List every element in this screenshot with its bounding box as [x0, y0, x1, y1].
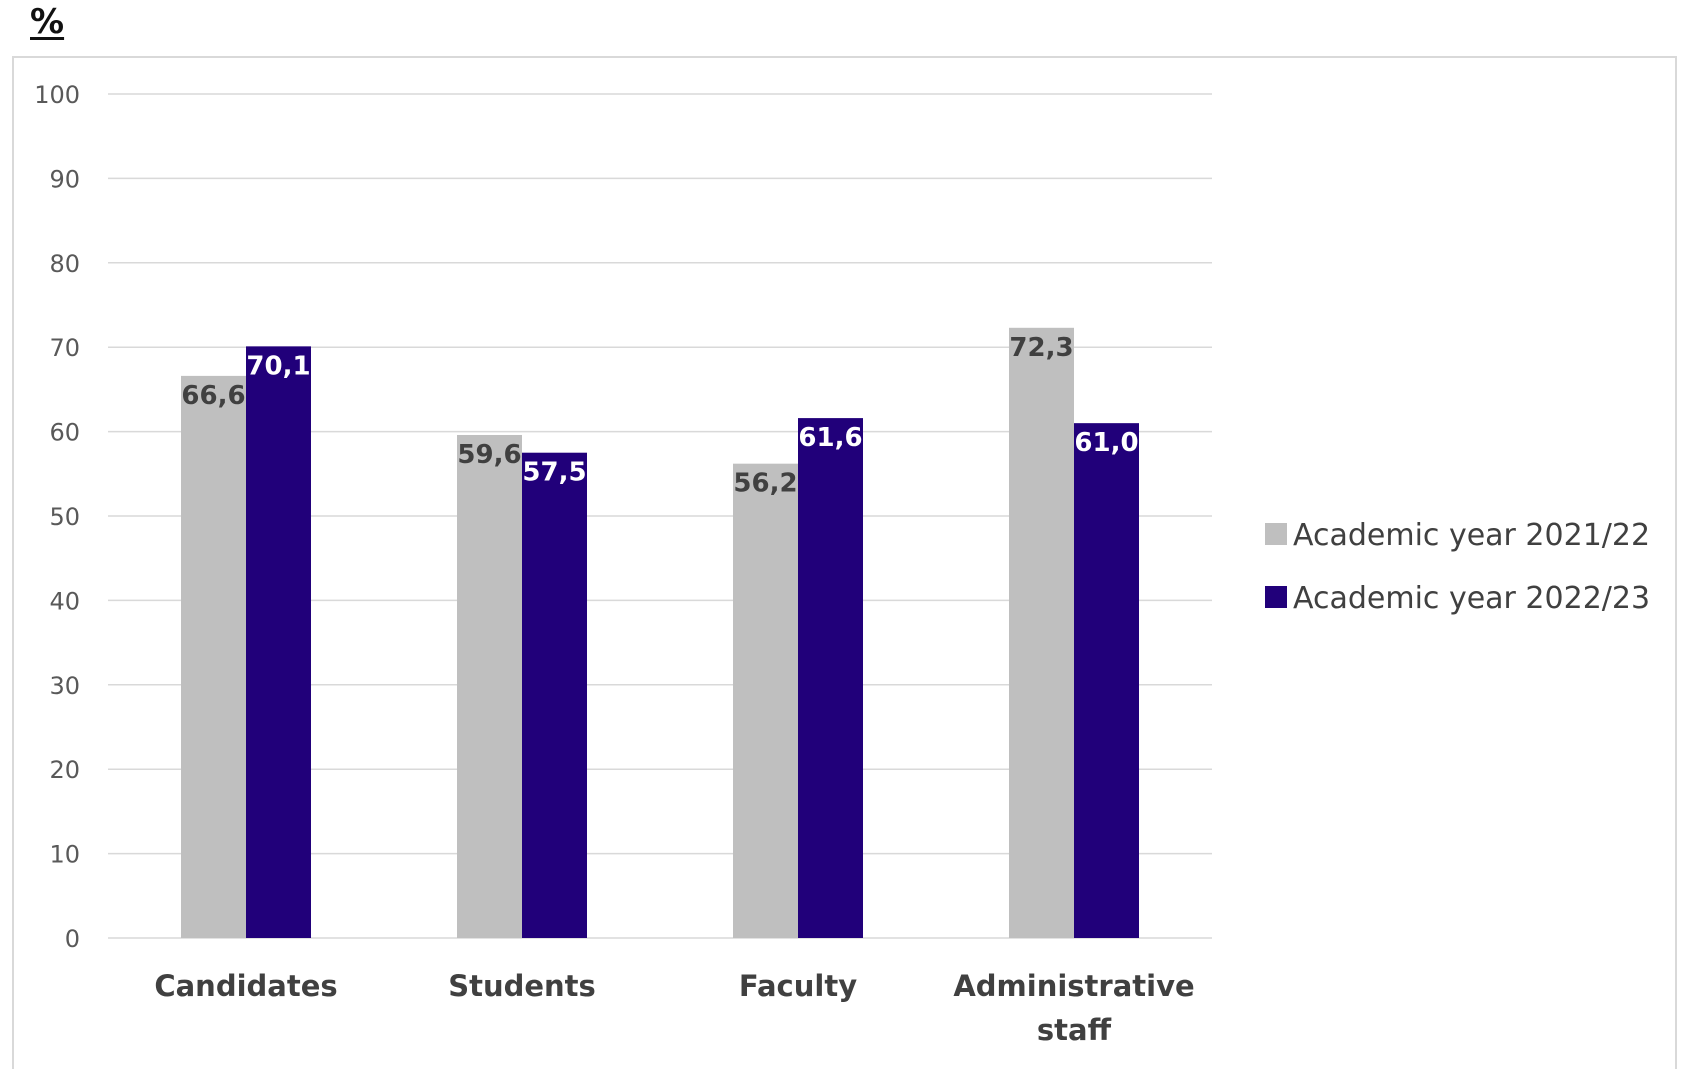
category-label: Candidates: [154, 969, 337, 1003]
y-tick-label: 20: [49, 756, 80, 784]
bar-series1-1: [457, 434, 522, 938]
bar-series2-3: [1074, 423, 1139, 938]
y-tick-label: 30: [49, 672, 80, 700]
y-tick-label: 50: [49, 503, 80, 531]
bars: [181, 327, 1139, 939]
data-label-series1-0: 66,6: [181, 381, 245, 411]
data-label-series2-1: 57,5: [522, 458, 586, 488]
category-label: Administrative: [953, 969, 1194, 1003]
bar-series1-3: [1009, 327, 1074, 939]
bar-series2-0: [246, 346, 311, 939]
legend-swatch-1: [1265, 523, 1287, 545]
data-label-series1-1: 59,6: [457, 440, 521, 470]
legend-label-2: Academic year 2022/23: [1293, 581, 1650, 616]
bar-series2-1: [522, 452, 587, 938]
y-tick-label: 90: [49, 165, 80, 193]
data-label-series2-3: 61,0: [1074, 428, 1138, 458]
legend-swatch-2: [1265, 586, 1287, 608]
y-tick-label: 100: [34, 81, 80, 109]
bar-series1-0: [181, 375, 246, 938]
legend-label-1: Academic year 2021/22: [1293, 518, 1650, 553]
legend: Academic year 2021/22 Academic year 2022/…: [1265, 518, 1650, 616]
y-axis-ticks: 0 10 20 30 40 50 60 70 80 90 100: [34, 81, 80, 953]
y-tick-label: 80: [49, 250, 80, 278]
y-tick-label: 60: [49, 419, 80, 447]
category-label: staff: [1037, 1013, 1112, 1047]
chart-frame: [12, 56, 1677, 1069]
category-label: Students: [448, 969, 596, 1003]
x-axis-categories: Candidates Students Faculty Administrative s…: [154, 969, 1194, 1047]
bar-series1-2: [733, 463, 798, 938]
data-label-series2-2: 61,6: [798, 423, 862, 453]
data-labels: 66,6 59,6 56,2 72,3 70,1 57,5 61,6 61,0: [181, 333, 1138, 499]
category-label: Faculty: [739, 969, 857, 1003]
y-tick-label: 0: [65, 925, 80, 953]
bar-series2-2: [798, 418, 863, 938]
data-label-series2-0: 70,1: [246, 351, 310, 381]
data-label-series1-2: 56,2: [733, 469, 797, 499]
y-tick-label: 40: [49, 587, 80, 615]
y-tick-label: 70: [49, 334, 80, 362]
data-label-series1-3: 72,3: [1009, 333, 1073, 363]
unit-label: %: [30, 2, 65, 42]
y-tick-label: 10: [49, 841, 80, 869]
